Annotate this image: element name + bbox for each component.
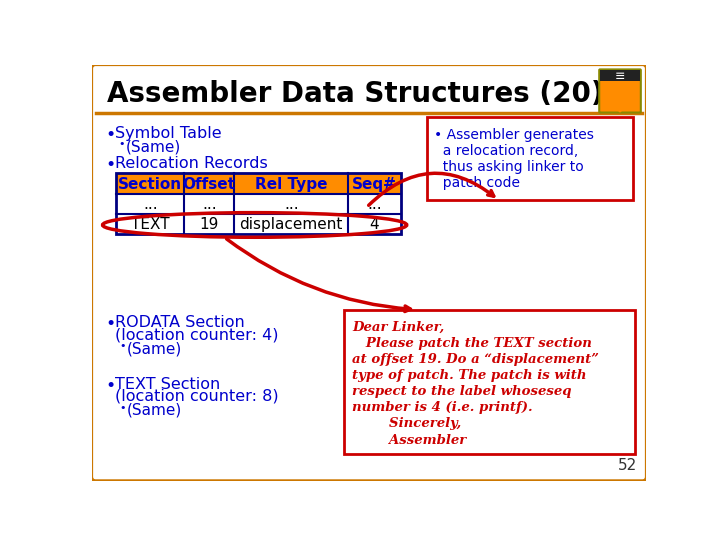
Text: •: • <box>106 126 116 144</box>
Text: Dear Linker,: Dear Linker, <box>352 320 444 333</box>
Text: TEXT Section: TEXT Section <box>115 377 220 392</box>
Text: TEXT: TEXT <box>131 218 170 232</box>
Text: (location counter: 4): (location counter: 4) <box>115 327 279 342</box>
FancyBboxPatch shape <box>91 64 647 481</box>
Text: •: • <box>120 341 126 351</box>
Text: Symbol Table: Symbol Table <box>115 126 222 141</box>
Text: respect to the label whoseseq: respect to the label whoseseq <box>352 385 572 398</box>
Text: patch code: patch code <box>434 177 521 191</box>
Text: Offset: Offset <box>183 177 235 192</box>
Text: Rel Type: Rel Type <box>255 177 328 192</box>
Text: type of patch. The patch is with: type of patch. The patch is with <box>352 369 587 382</box>
Text: ...: ... <box>143 198 158 212</box>
Text: a relocation record,: a relocation record, <box>434 144 579 158</box>
Text: Section: Section <box>118 177 182 192</box>
Text: at offset 19. Do a “displacement”: at offset 19. Do a “displacement” <box>352 353 599 366</box>
Text: (Same): (Same) <box>127 341 182 356</box>
Bar <box>117 173 400 234</box>
Text: •: • <box>120 403 126 413</box>
Text: •: • <box>106 377 116 395</box>
Text: Assembler Data Structures (20): Assembler Data Structures (20) <box>107 80 604 108</box>
Text: •: • <box>106 156 116 174</box>
Text: (location counter: 8): (location counter: 8) <box>115 389 279 404</box>
Bar <box>600 70 640 81</box>
Polygon shape <box>603 84 637 112</box>
Text: thus asking linker to: thus asking linker to <box>434 160 584 174</box>
Text: •: • <box>118 139 125 150</box>
Text: •: • <box>106 315 116 333</box>
Bar <box>427 117 633 200</box>
Bar <box>117 173 400 194</box>
Text: RODATA Section: RODATA Section <box>115 315 245 330</box>
Text: Assembler: Assembler <box>352 434 467 447</box>
Text: 52: 52 <box>618 458 637 473</box>
Text: 19: 19 <box>199 218 219 232</box>
FancyBboxPatch shape <box>599 70 641 112</box>
Text: Please patch the TEXT section: Please patch the TEXT section <box>352 336 592 349</box>
Text: ≡: ≡ <box>615 70 625 83</box>
Text: ...: ... <box>367 198 382 212</box>
Text: Seq#: Seq# <box>352 177 397 192</box>
Text: (Same): (Same) <box>127 403 182 418</box>
Text: 4: 4 <box>369 218 379 232</box>
Text: ...: ... <box>284 198 299 212</box>
Text: displacement: displacement <box>240 218 343 232</box>
Text: ...: ... <box>202 198 217 212</box>
Text: • Assembler generates: • Assembler generates <box>434 128 594 142</box>
Text: Sincerely,: Sincerely, <box>352 417 462 430</box>
Text: Relocation Records: Relocation Records <box>115 156 268 171</box>
Bar <box>344 309 636 455</box>
Text: (Same): (Same) <box>126 139 181 154</box>
Text: number is 4 (i.e. printf).: number is 4 (i.e. printf). <box>352 401 533 414</box>
Bar <box>117 194 400 234</box>
